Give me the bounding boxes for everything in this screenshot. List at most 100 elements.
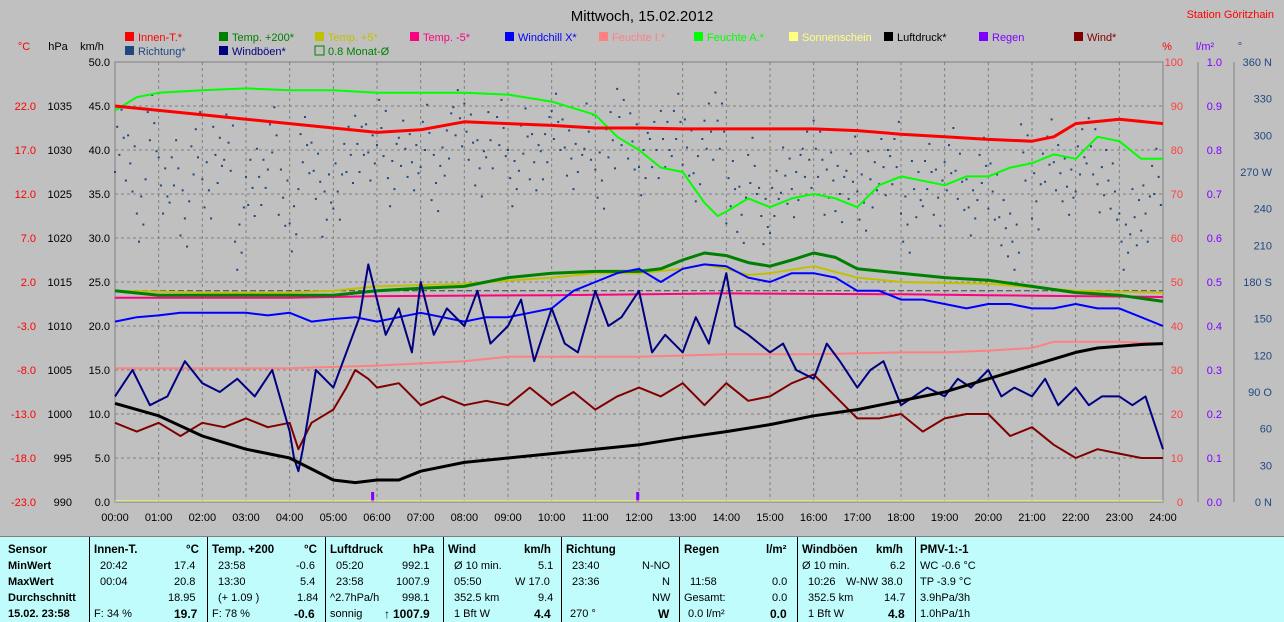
direction-point xyxy=(751,136,754,139)
divider xyxy=(915,537,916,622)
x-tick-label: 01:00 xyxy=(145,512,173,524)
temp200-min-time: 23:58 xyxy=(218,560,246,572)
direction-point xyxy=(993,218,996,221)
direction-point xyxy=(965,178,968,181)
tick-label: 10 xyxy=(1171,453,1183,465)
tick-label: 0.4 xyxy=(1207,321,1222,333)
direction-point xyxy=(926,188,929,191)
direction-point xyxy=(397,136,400,139)
direction-point xyxy=(633,168,636,171)
regen-unit: l/m² xyxy=(766,544,787,556)
direction-point xyxy=(1026,134,1029,137)
direction-point xyxy=(227,141,230,144)
tick-label: -8.0 xyxy=(17,365,36,377)
direction-point xyxy=(736,230,739,233)
legend-label: Feuchte A.* xyxy=(707,32,765,44)
direction-point xyxy=(797,199,800,202)
direction-point xyxy=(618,116,621,118)
luftdruck-trend: ^2.7hPa/h xyxy=(330,592,380,604)
tick-label: 210 xyxy=(1254,240,1272,252)
direction-point xyxy=(635,123,638,126)
tick-label: 30 xyxy=(1171,365,1183,377)
direction-point xyxy=(662,138,665,140)
direction-point xyxy=(1079,173,1082,176)
direction-point xyxy=(323,190,326,193)
direction-point xyxy=(118,153,121,156)
luftdruck-column: Luftdruck hPa 05:20 992.1 23:58 1007.9 ^… xyxy=(330,537,440,622)
axis-unit-label: °C xyxy=(18,41,30,53)
direction-point xyxy=(875,189,878,192)
divider xyxy=(443,537,444,622)
temp200-header: Temp. +200 xyxy=(212,544,275,556)
direction-point xyxy=(120,108,123,111)
direction-point xyxy=(192,173,195,176)
tick-label: 270 W xyxy=(1240,167,1272,179)
direction-point xyxy=(454,134,457,137)
direction-point xyxy=(153,122,156,125)
wind-max: W 17.0 xyxy=(515,576,550,588)
sensor-column: Sensor MinWert MaxWert Durchschnitt 15.0… xyxy=(8,537,90,622)
direction-point xyxy=(989,162,992,165)
direction-point xyxy=(1146,240,1149,243)
legend-label: Windchill X* xyxy=(518,32,577,44)
direction-point xyxy=(474,184,477,187)
richtung-min: N-NO xyxy=(642,560,671,572)
legend-swatch xyxy=(505,32,514,41)
direction-point xyxy=(437,210,440,213)
direction-point xyxy=(330,201,333,204)
direction-point xyxy=(996,173,999,176)
rain-mark xyxy=(636,492,640,502)
direction-point xyxy=(127,134,130,137)
pmv-dewpoint: TP -3.9 °C xyxy=(920,576,972,588)
direction-point xyxy=(509,177,512,180)
direction-point xyxy=(963,208,966,211)
direction-point xyxy=(426,103,429,106)
direction-point xyxy=(472,141,475,144)
direction-point xyxy=(934,168,937,171)
direction-point xyxy=(362,153,365,156)
direction-point xyxy=(1094,128,1097,131)
direction-point xyxy=(561,118,564,121)
direction-point xyxy=(275,134,278,137)
tick-label: 180 S xyxy=(1243,277,1272,289)
legend-swatch xyxy=(314,45,325,56)
richtung-current: W xyxy=(658,607,670,621)
direction-point xyxy=(1120,240,1123,243)
direction-point xyxy=(183,217,186,220)
direction-point xyxy=(293,205,296,208)
direction-point xyxy=(245,175,247,178)
minwert-label: MinWert xyxy=(8,560,52,572)
direction-point xyxy=(391,160,394,162)
direction-point xyxy=(1131,188,1134,191)
wind-max-time: 05:50 xyxy=(454,576,482,588)
direction-point xyxy=(664,166,667,169)
direction-point xyxy=(338,218,341,221)
tick-label: 1020 xyxy=(48,233,72,245)
direction-point xyxy=(1002,199,1005,202)
direction-point xyxy=(1105,149,1108,151)
direction-point xyxy=(987,207,990,210)
tick-label: -13.0 xyxy=(11,409,36,421)
direction-point xyxy=(1050,118,1053,121)
direction-point xyxy=(653,120,656,123)
tick-label: 0.8 xyxy=(1207,145,1222,157)
legend-label: Temp. +200* xyxy=(232,32,295,44)
direction-point xyxy=(788,157,791,160)
direction-point xyxy=(1096,183,1099,186)
direction-point xyxy=(819,130,822,133)
x-tick-label: 18:00 xyxy=(887,512,915,524)
direction-point xyxy=(640,194,643,197)
temp200-min: -0.6 xyxy=(296,560,315,572)
direction-point xyxy=(958,152,961,155)
tick-label: 1035 xyxy=(48,101,72,113)
direction-point xyxy=(928,142,931,145)
direction-point xyxy=(710,130,713,133)
axis-unit-label: l/m² xyxy=(1196,41,1215,53)
direction-point xyxy=(247,204,250,206)
sensor-header: Sensor xyxy=(8,544,47,556)
legend-label: Temp. +5* xyxy=(328,32,379,44)
direction-point xyxy=(854,135,857,138)
divider xyxy=(679,537,680,622)
regen-max-time: 11:58 xyxy=(690,576,717,588)
tick-label: 35.0 xyxy=(89,189,110,201)
